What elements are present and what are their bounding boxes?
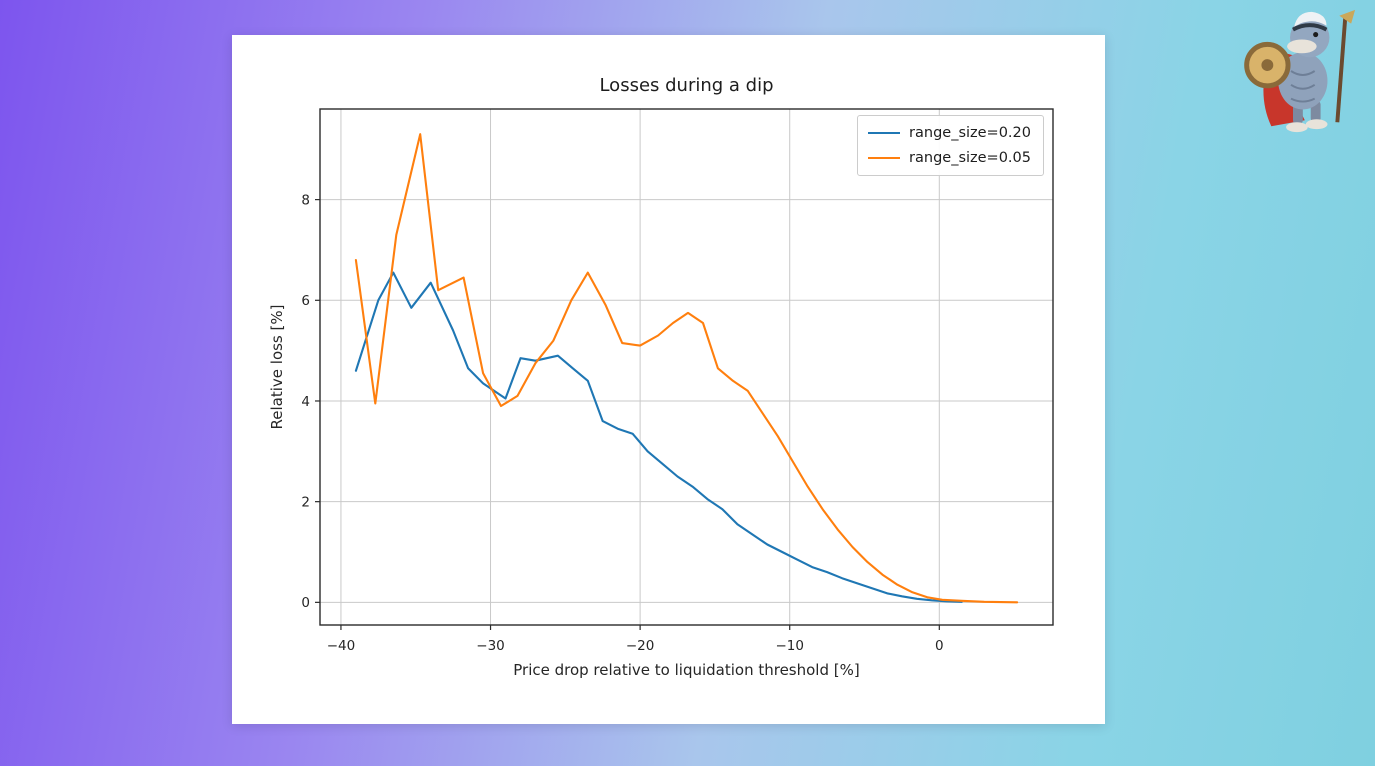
legend-entry-range-020: range_size=0.20 [868,125,1031,141]
legend-entry-range-005: range_size=0.05 [868,150,1031,166]
chart-card: Losses during a dip −40 −30 −20 −10 0 0 2 4 6 8 P… [232,35,1105,724]
bill-icon [1287,39,1317,54]
svg-text:−20: −20 [626,638,655,654]
x-axis-label: Price drop relative to liquidation thres… [513,661,860,679]
svg-text:6: 6 [301,293,310,309]
spear-head-icon [1339,9,1356,24]
svg-text:−10: −10 [775,638,804,654]
plot-area: −40 −30 −20 −10 0 0 2 4 6 8 [301,108,1054,654]
y-axis-label: Relative loss [%] [268,304,286,430]
staff-icon [1335,17,1348,123]
svg-text:8: 8 [301,192,310,208]
legend-line-sample-blue [868,132,901,134]
chart-legend: range_size=0.20 range_size=0.05 [857,115,1044,176]
legend-line-sample-orange [868,157,901,159]
headband-icon [1292,23,1328,32]
svg-text:4: 4 [301,394,310,410]
legend-label: range_size=0.20 [909,125,1031,141]
svg-text:2: 2 [301,494,310,510]
mascot-body [1278,52,1328,110]
legend-label: range_size=0.05 [909,150,1031,166]
svg-text:−30: −30 [476,638,505,654]
svg-text:0: 0 [301,595,310,611]
svg-text:−40: −40 [327,638,356,654]
platypus-warrior-mascot-image [1244,9,1356,133]
chart-title: Losses during a dip [599,75,774,96]
svg-text:0: 0 [935,638,944,654]
